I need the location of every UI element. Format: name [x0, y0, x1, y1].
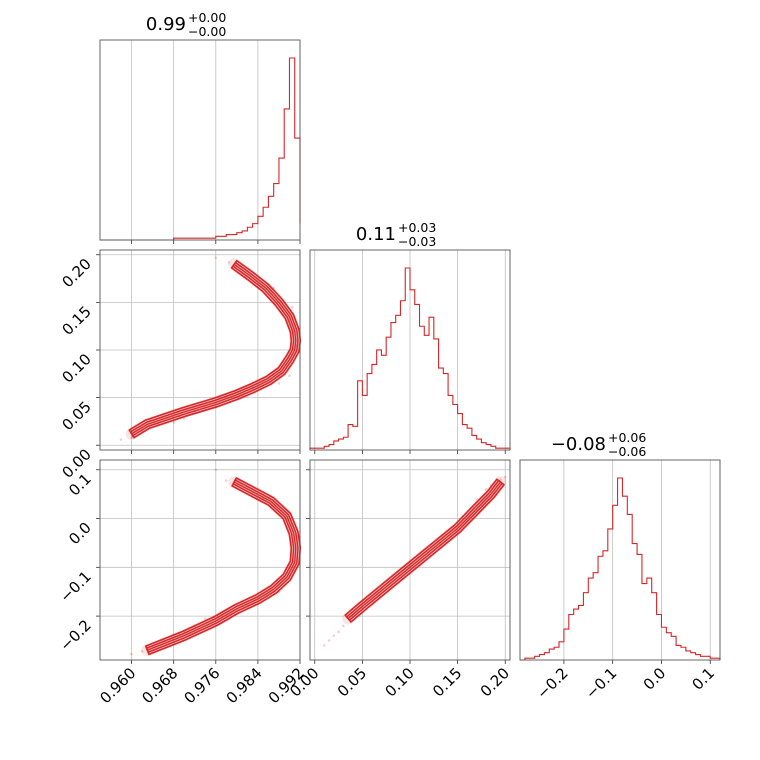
scatter-panel-2-3 — [309, 459, 511, 661]
contour-inner — [346, 479, 503, 621]
grid-layer — [100, 40, 711, 660]
marks-layer — [100, 57, 721, 661]
scatter-point — [342, 624, 345, 628]
param-title-minus-1: −0.00 — [188, 24, 226, 39]
y-tick-label: 0.05 — [58, 398, 94, 434]
param-title-minus-3: −0.06 — [608, 444, 646, 459]
y-tick-label: 0.15 — [58, 302, 94, 338]
scatter-point — [484, 487, 488, 491]
scatter-point — [290, 305, 294, 309]
labels-layer: 0.99 +0.00−0.000.11 +0.03−0.03−0.08 +0.06−0… — [56, 10, 718, 707]
scatter-point — [288, 374, 291, 378]
histogram-panel-1 — [99, 39, 301, 241]
contour-outer — [344, 478, 505, 623]
x-tick-label: 0.0 — [640, 664, 670, 694]
scatter-point — [322, 644, 326, 647]
scatter-point — [327, 639, 331, 642]
x-tick-label: −0.1 — [582, 664, 620, 702]
histogram-step-3 — [520, 477, 721, 661]
param-title-plus-3: +0.06 — [608, 430, 646, 445]
histogram-step-2 — [309, 267, 511, 450]
param-title-plus-2: +0.03 — [398, 220, 436, 235]
frames-layer — [96, 39, 721, 664]
x-tick-label: −0.2 — [533, 664, 571, 702]
x-tick-label: 0.05 — [334, 664, 370, 700]
param-title-minus-2: −0.03 — [398, 234, 436, 249]
param-title-value-1: 0.99 — [146, 14, 186, 35]
y-tick-label: −0.1 — [56, 567, 94, 605]
scatter-point — [182, 417, 186, 420]
scatter-point — [119, 438, 123, 441]
scatter-panel-1-3 — [99, 459, 301, 661]
contour-core — [131, 263, 297, 435]
y-tick-label: 0.10 — [58, 350, 94, 386]
param-title-value-3: −0.08 — [551, 434, 606, 455]
histogram-panel-2 — [309, 249, 511, 451]
contour-outer — [128, 259, 302, 439]
x-tick-label: 0.1 — [688, 664, 718, 694]
contour-core — [347, 481, 501, 619]
contour-inner — [129, 261, 299, 437]
y-tick-label: 0.0 — [65, 519, 95, 549]
scatter-point — [475, 497, 478, 501]
scatter-point — [203, 617, 207, 620]
param-title-value-2: 0.11 — [356, 224, 396, 245]
x-tick-label: 0.960 — [96, 664, 139, 707]
scatter-point — [130, 436, 133, 439]
scatter-point — [140, 649, 144, 653]
x-tick-label: 0.10 — [381, 664, 417, 700]
scatter-point — [172, 421, 175, 424]
y-tick-label: 0.20 — [58, 255, 94, 291]
x-tick-label: 0.20 — [477, 664, 513, 700]
histogram-panel-3 — [519, 459, 721, 661]
histogram-step-1 — [100, 57, 301, 241]
scatter-panel-1-2 — [99, 249, 301, 451]
scatter-point — [337, 630, 340, 634]
scatter-point — [225, 479, 228, 482]
x-tick-label: 0.15 — [429, 664, 465, 700]
scatter-point — [277, 382, 281, 385]
contour-core — [147, 481, 297, 651]
x-tick-label: 0.968 — [138, 664, 181, 707]
scatter-point — [499, 478, 502, 481]
scatter-point — [214, 256, 218, 259]
scatter-point — [503, 475, 507, 479]
scatter-point — [227, 261, 231, 264]
x-tick-label: 0.976 — [181, 664, 224, 707]
scatter-point — [130, 652, 133, 656]
param-title-plus-1: +0.00 — [188, 10, 226, 25]
scatter-point — [214, 468, 218, 472]
x-tick-label: 0.984 — [223, 664, 266, 707]
y-tick-label: −0.2 — [56, 616, 94, 654]
scatter-point — [332, 634, 336, 637]
